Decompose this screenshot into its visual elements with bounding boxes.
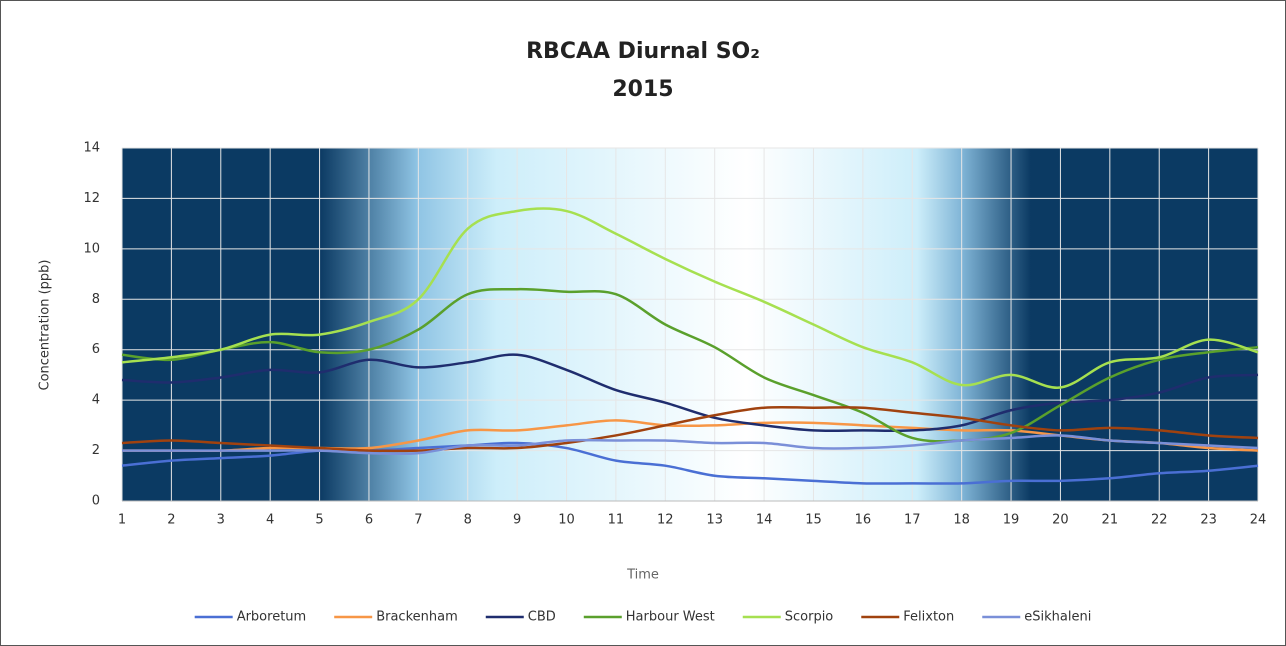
y-tick-label: 4 xyxy=(92,393,100,408)
y-tick-label: 12 xyxy=(83,191,100,206)
series-line xyxy=(121,405,1259,453)
x-tick-label: 24 xyxy=(1250,513,1267,528)
legend-label: Scorpio xyxy=(785,610,834,625)
x-tick-label: 23 xyxy=(1200,513,1217,528)
x-tick-label: 10 xyxy=(558,513,575,528)
y-tick-label: 10 xyxy=(83,241,100,256)
series-line xyxy=(122,434,1259,456)
x-tick-label: 13 xyxy=(706,513,723,528)
y-axis-label: Concentration (ppb) xyxy=(38,260,53,391)
x-tick-label: 4 xyxy=(266,513,274,528)
legend-label: Felixton xyxy=(903,610,954,625)
x-tick-label: 19 xyxy=(1003,513,1020,528)
x-axis-label: Time xyxy=(626,568,659,583)
legend-label: Arboretum xyxy=(237,610,307,625)
x-tick-label: 18 xyxy=(953,513,970,528)
legend-label: Harbour West xyxy=(626,610,715,625)
x-tick-label: 5 xyxy=(315,513,323,528)
legend-label: Brackenham xyxy=(376,610,458,625)
x-tick-label: 14 xyxy=(756,513,773,528)
x-tick-label: 12 xyxy=(657,513,674,528)
x-tick-label: 9 xyxy=(513,513,521,528)
legend-label: eSikhaleni xyxy=(1024,610,1091,625)
series-line xyxy=(121,207,1259,389)
x-tick-label: 20 xyxy=(1052,513,1069,528)
chart-title: RBCAA Diurnal SO₂ xyxy=(526,39,760,64)
x-tick-label: 22 xyxy=(1151,513,1168,528)
legend-label: CBD xyxy=(528,610,556,625)
x-tick-label: 3 xyxy=(217,513,225,528)
chart-subtitle: 2015 xyxy=(612,77,673,102)
x-tick-label: 16 xyxy=(855,513,872,528)
y-tick-label: 0 xyxy=(92,494,100,509)
x-tick-label: 8 xyxy=(464,513,472,528)
x-tick-label: 2 xyxy=(167,513,175,528)
x-tick-label: 15 xyxy=(805,513,822,528)
y-tick-label: 2 xyxy=(92,443,100,458)
y-tick-label: 6 xyxy=(92,342,100,357)
series-line xyxy=(121,287,1259,443)
x-tick-label: 17 xyxy=(904,513,921,528)
x-tick-label: 21 xyxy=(1102,513,1119,528)
y-tick-label: 14 xyxy=(83,141,100,156)
x-tick-label: 1 xyxy=(118,513,126,528)
x-tick-label: 11 xyxy=(608,513,625,528)
x-tick-label: 6 xyxy=(365,513,373,528)
y-tick-label: 8 xyxy=(92,292,100,307)
x-tick-label: 7 xyxy=(414,513,422,528)
